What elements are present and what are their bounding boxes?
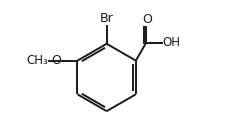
- Text: O: O: [52, 54, 61, 67]
- Text: O: O: [142, 13, 152, 26]
- Text: Br: Br: [100, 12, 114, 25]
- Text: OH: OH: [162, 36, 180, 49]
- Text: CH₃: CH₃: [26, 54, 48, 67]
